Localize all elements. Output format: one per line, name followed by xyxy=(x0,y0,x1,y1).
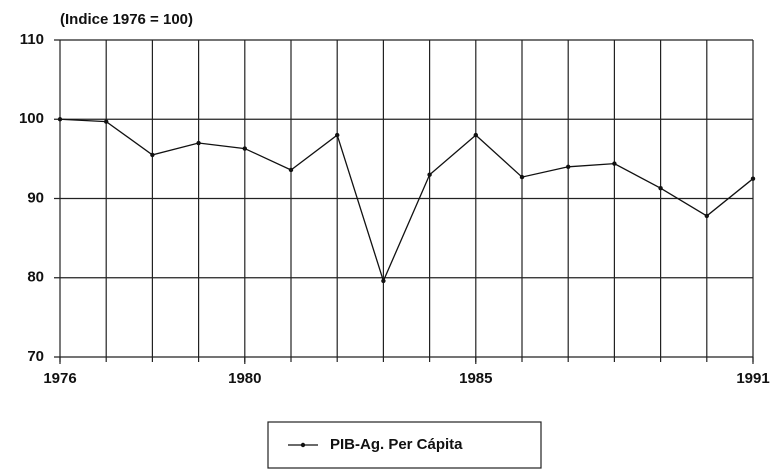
data-point xyxy=(57,117,63,122)
data-point xyxy=(288,167,294,173)
x-tick-label: 1980 xyxy=(228,370,261,387)
y-tick-label: 70 xyxy=(27,348,44,365)
data-point xyxy=(427,172,432,177)
data-point xyxy=(473,132,478,138)
data-point xyxy=(150,152,155,158)
data-point xyxy=(704,213,709,219)
data-point xyxy=(335,132,340,138)
x-tick-label: 1976 xyxy=(43,370,76,387)
data-point xyxy=(196,140,201,146)
x-tick-label: 1991 xyxy=(736,370,769,387)
legend-label: PIB-Ag. Per Cápita xyxy=(330,436,463,453)
y-tick-label: 110 xyxy=(20,31,44,48)
y-axis-label: (Indice 1976 = 100) xyxy=(60,11,193,28)
data-point xyxy=(566,164,571,169)
data-point xyxy=(750,176,756,181)
data-point xyxy=(104,119,109,124)
y-tick-label: 100 xyxy=(19,110,44,127)
legend-box xyxy=(267,421,542,469)
data-line xyxy=(59,118,754,283)
data-point xyxy=(658,185,663,191)
data-point xyxy=(612,161,617,166)
data-point xyxy=(519,174,525,180)
data-point xyxy=(242,146,247,151)
legend-marker xyxy=(300,442,306,448)
x-tick-label: 1985 xyxy=(459,370,492,387)
y-tick-label: 80 xyxy=(27,269,44,286)
y-tick-label: 90 xyxy=(27,189,44,206)
data-point xyxy=(381,278,386,284)
